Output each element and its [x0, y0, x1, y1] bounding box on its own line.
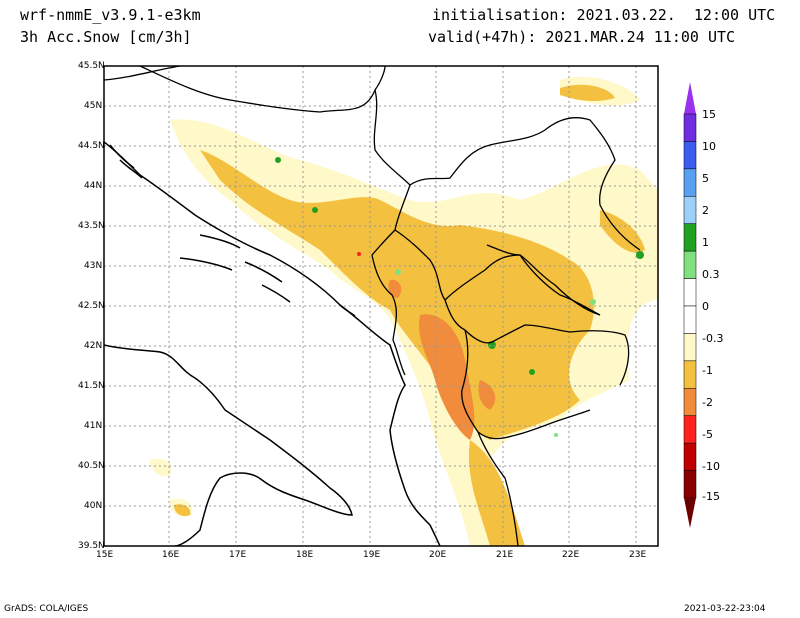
colorbar-label: 0.3	[702, 268, 720, 281]
variable-title: 3h Acc.Snow [cm/3h]	[20, 28, 192, 46]
valid-time: valid(+47h): 2021.MAR.24 11:00 UTC	[428, 28, 736, 46]
lat-label: 44N	[84, 181, 103, 191]
colorbar-label: 5	[702, 172, 709, 185]
colorbar-label: -10	[702, 460, 720, 473]
colorbar-swatch	[683, 360, 697, 389]
colorbar-swatch	[683, 141, 697, 170]
colorbar-swatch	[683, 333, 697, 362]
lon-label: 23E	[629, 550, 647, 560]
colorbar-label: -5	[702, 428, 713, 441]
colorbar-label: 2	[702, 204, 709, 217]
colorbar-label: 10	[702, 140, 716, 153]
lon-label: 19E	[363, 550, 381, 560]
lat-label: 45N	[84, 101, 103, 111]
colorbar-label: -0.3	[702, 332, 724, 345]
lon-label: 20E	[429, 550, 447, 560]
colorbar-swatch	[683, 168, 697, 197]
colorbar-label: -1	[702, 364, 713, 377]
map-frame	[103, 65, 659, 547]
colorbar-swatch	[683, 305, 697, 334]
colorbar-swatch	[683, 278, 697, 307]
colorbar-label: 0	[702, 300, 709, 313]
colorbar-label: 1	[702, 236, 709, 249]
coastlines	[104, 141, 441, 546]
lon-label: 21E	[496, 550, 514, 560]
colorbar-label: -15	[702, 490, 720, 503]
colorbar-swatch	[683, 415, 697, 444]
colorbar-bottom-arrow	[684, 498, 696, 528]
lon-label: 16E	[162, 550, 180, 560]
colorbar-label: 15	[702, 108, 716, 121]
colorbar-swatch	[683, 388, 697, 416]
colorbar-swatch	[683, 250, 697, 279]
colorbar-top-arrow	[684, 82, 696, 114]
lat-label: 43N	[84, 261, 103, 271]
lat-label: 39.5N	[78, 541, 105, 551]
lat-label: 43.5N	[78, 221, 105, 231]
lat-label: 40.5N	[78, 461, 105, 471]
colorbar-swatch	[683, 470, 697, 499]
lat-label: 42N	[84, 341, 103, 351]
colorbar-swatch	[683, 223, 697, 252]
grid-lines	[104, 66, 658, 546]
model-title: wrf-nmmE_v3.9.1-e3km	[20, 6, 201, 24]
colorbar-swatch	[683, 196, 697, 224]
colorbar	[683, 82, 697, 528]
lat-label: 45.5N	[78, 61, 105, 71]
country-borders	[104, 66, 641, 546]
lon-label: 15E	[96, 550, 114, 560]
lat-label: 44.5N	[78, 141, 105, 151]
lat-label: 42.5N	[78, 301, 105, 311]
lat-label: 40N	[84, 501, 103, 511]
lat-label: 41N	[84, 421, 103, 431]
lat-label: 41.5N	[78, 381, 105, 391]
colorbar-label: -2	[702, 396, 713, 409]
colorbar-swatch	[683, 113, 697, 142]
footer-timestamp: 2021-03-22-23:04	[684, 604, 766, 614]
lon-label: 18E	[296, 550, 314, 560]
footer-credit: GrADS: COLA/IGES	[4, 604, 89, 614]
lon-label: 17E	[229, 550, 247, 560]
init-time: initialisation: 2021.03.22. 12:00 UTC	[432, 6, 776, 24]
lon-label: 22E	[562, 550, 580, 560]
colorbar-swatch	[683, 442, 697, 471]
